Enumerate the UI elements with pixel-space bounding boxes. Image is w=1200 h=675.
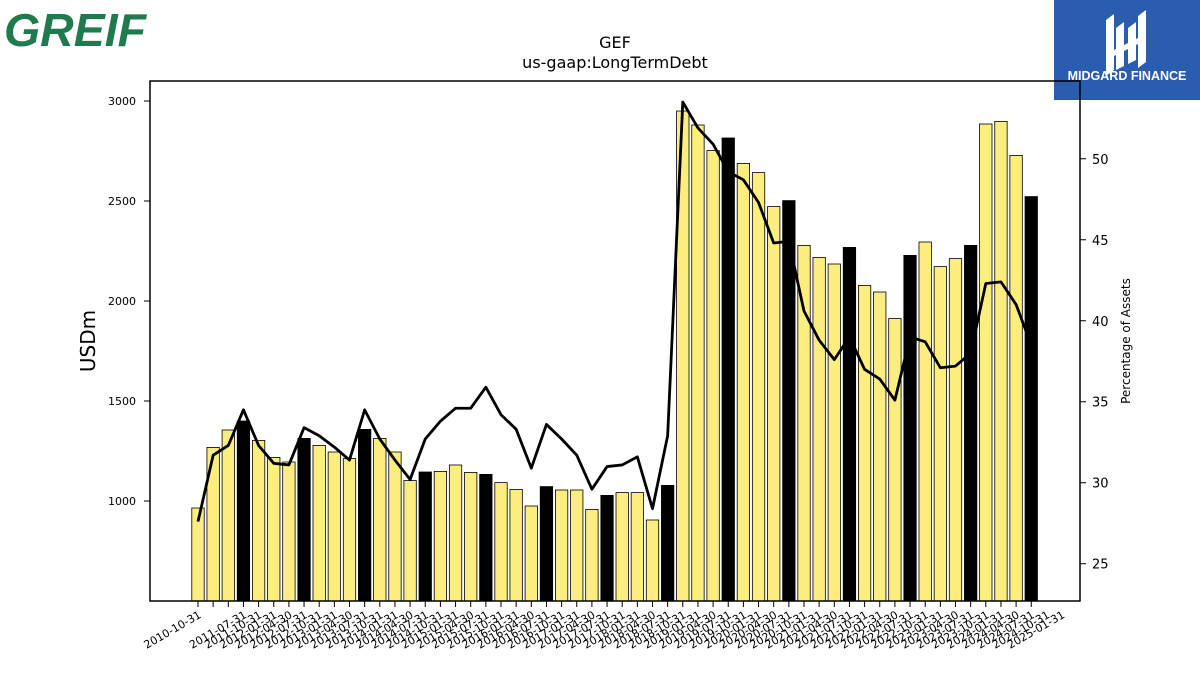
bar bbox=[433, 470, 448, 602]
bar bbox=[464, 471, 478, 602]
y2-tick-label: 25 bbox=[1092, 558, 1109, 573]
bar bbox=[979, 123, 993, 602]
bar bbox=[539, 486, 554, 602]
bar bbox=[327, 451, 341, 602]
bar bbox=[251, 439, 266, 602]
midgard-finance-logo: MIDGARD FINANCE bbox=[1054, 0, 1200, 100]
bar bbox=[645, 519, 660, 602]
bar bbox=[812, 256, 826, 602]
bar bbox=[842, 246, 857, 602]
bar bbox=[358, 428, 372, 602]
bar bbox=[615, 492, 629, 602]
bar bbox=[600, 494, 614, 602]
bar bbox=[797, 244, 811, 602]
left-axis-ticks: 1000 1500 2000 2500 3000 bbox=[108, 95, 150, 508]
bar bbox=[706, 150, 720, 602]
y-tick-label: 1500 bbox=[108, 395, 136, 408]
bar bbox=[888, 318, 902, 602]
bar bbox=[267, 456, 281, 602]
bar bbox=[933, 266, 947, 602]
bar bbox=[479, 473, 493, 602]
y2-tick-label: 40 bbox=[1092, 315, 1109, 330]
bar bbox=[509, 488, 523, 602]
y2-tick-label: 30 bbox=[1092, 477, 1109, 492]
y-tick-label: 1000 bbox=[108, 495, 136, 508]
bar bbox=[555, 489, 569, 602]
midgard-mark-icon: MIDGARD FINANCE bbox=[1068, 10, 1187, 83]
right-axis-ticks: 25 30 35 40 45 50 bbox=[1080, 153, 1109, 573]
chart-subtitle: us-gaap:LongTermDebt bbox=[522, 53, 708, 72]
bar bbox=[524, 505, 538, 602]
y2-axis-label: Percentage of Assets bbox=[1119, 278, 1133, 404]
bar bbox=[448, 464, 463, 602]
y-tick-label: 3000 bbox=[108, 95, 136, 108]
greif-logo-text: GREIF bbox=[4, 4, 148, 54]
bar bbox=[403, 480, 417, 602]
x-axis-ticks: 2010-10-312011-07-312011-10-312012-01-31… bbox=[142, 601, 1067, 652]
bar bbox=[736, 162, 751, 602]
bar bbox=[418, 471, 432, 602]
bar bbox=[661, 484, 675, 602]
bar bbox=[873, 291, 887, 602]
bar bbox=[994, 121, 1008, 602]
bar bbox=[312, 444, 326, 602]
y-axis-label: USDm bbox=[76, 310, 100, 372]
greif-logo: GREIF bbox=[4, 4, 148, 54]
bar bbox=[236, 420, 251, 602]
bar bbox=[494, 482, 508, 602]
bar bbox=[282, 461, 296, 602]
bar bbox=[751, 172, 766, 602]
bar bbox=[373, 437, 387, 602]
bar bbox=[630, 492, 644, 602]
bar bbox=[827, 263, 841, 602]
bar bbox=[767, 206, 781, 602]
bar bbox=[1024, 196, 1038, 602]
plot-frame bbox=[149, 80, 1081, 602]
bar bbox=[221, 429, 235, 602]
bar bbox=[1009, 154, 1023, 602]
midgard-logo-text: MIDGARD FINANCE bbox=[1068, 69, 1187, 83]
bar bbox=[918, 241, 932, 602]
bar bbox=[191, 507, 205, 602]
bar bbox=[858, 284, 872, 602]
bar bbox=[721, 137, 735, 602]
bar bbox=[903, 254, 917, 602]
bar-series bbox=[191, 110, 1038, 602]
bar bbox=[585, 508, 599, 602]
bar bbox=[342, 458, 357, 602]
bar bbox=[964, 244, 978, 602]
y2-tick-label: 45 bbox=[1092, 234, 1109, 249]
y-tick-label: 2500 bbox=[108, 195, 136, 208]
chart-title: GEF bbox=[599, 33, 631, 52]
y-tick-label: 2000 bbox=[108, 295, 136, 308]
y2-tick-label: 50 bbox=[1092, 153, 1109, 168]
bar bbox=[297, 437, 311, 602]
bar bbox=[948, 258, 963, 602]
bar bbox=[570, 489, 584, 602]
line-path bbox=[196, 100, 1033, 522]
y2-tick-label: 35 bbox=[1092, 396, 1109, 411]
line-series bbox=[196, 100, 1033, 522]
bar bbox=[388, 451, 402, 602]
bar bbox=[691, 124, 705, 602]
